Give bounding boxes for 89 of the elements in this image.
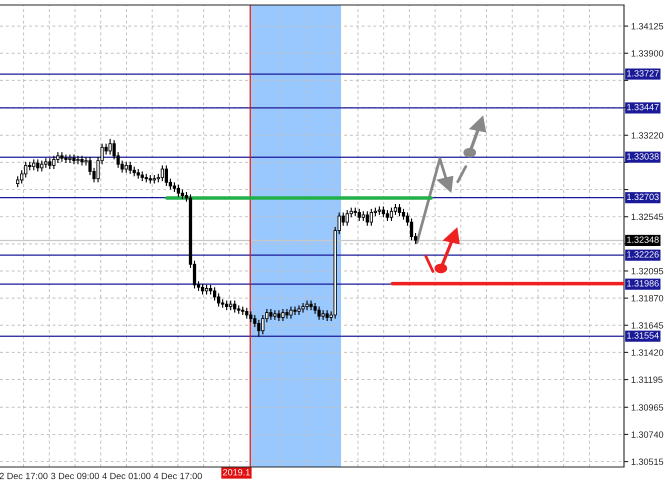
candlestick bbox=[180, 189, 184, 200]
candlestick bbox=[225, 300, 228, 311]
candlestick bbox=[160, 164, 164, 182]
candlestick bbox=[132, 166, 136, 177]
x-tick-label: 4 Dec 17:00 bbox=[154, 472, 202, 480]
candlestick bbox=[289, 306, 293, 320]
candlestick bbox=[253, 314, 256, 328]
candlestick bbox=[370, 208, 373, 226]
y-tick-label: 1.30965 bbox=[632, 404, 664, 411]
y-tick-label: 1.32545 bbox=[632, 214, 664, 220]
ref-line-label: 1.32348 bbox=[627, 236, 659, 243]
candlestick bbox=[229, 300, 232, 311]
ref-line-label: 1.33038 bbox=[627, 153, 659, 160]
candlestick bbox=[269, 308, 272, 320]
candlestick bbox=[273, 310, 277, 320]
candlestick bbox=[382, 206, 386, 218]
candlestick bbox=[261, 314, 264, 335]
ref-line-label: 1.32226 bbox=[627, 251, 659, 258]
candlestick bbox=[241, 306, 244, 316]
y-tick-label: 1.31420 bbox=[632, 349, 664, 356]
candlestick bbox=[36, 158, 40, 172]
candlestick bbox=[28, 161, 32, 171]
candlestick bbox=[301, 302, 305, 314]
ref-line-label: 1.33447 bbox=[627, 104, 659, 110]
ref-line-label: 1.32703 bbox=[627, 194, 659, 200]
y-tick-label: 1.30740 bbox=[632, 431, 664, 438]
candlestick bbox=[72, 154, 76, 165]
candlestick bbox=[313, 302, 317, 314]
candlestick bbox=[297, 304, 301, 316]
y-tick-label: 1.31645 bbox=[632, 322, 664, 329]
candlestick bbox=[212, 286, 216, 302]
candlestick bbox=[277, 310, 281, 322]
candlestick bbox=[124, 161, 128, 174]
candlestick bbox=[317, 306, 321, 320]
y-tick-label: 1.31195 bbox=[632, 376, 663, 383]
candlestick bbox=[398, 203, 402, 217]
candlestick bbox=[200, 283, 204, 296]
x-tick-label: 2 Dec 17:00 bbox=[0, 472, 48, 480]
y-tick-label: 1.32095 bbox=[632, 268, 664, 274]
candlestick bbox=[285, 308, 289, 320]
candlestick bbox=[144, 173, 148, 183]
x-tick-label: 4 Dec 01:00 bbox=[102, 472, 150, 480]
candlestick bbox=[176, 184, 180, 198]
candlestick bbox=[208, 284, 212, 296]
candlestick bbox=[346, 210, 349, 226]
y-tick-label: 1.31870 bbox=[632, 295, 664, 302]
candlestick bbox=[204, 284, 208, 296]
candlestick bbox=[326, 310, 329, 322]
candlestick bbox=[305, 300, 309, 311]
x-tick-label: 3 Dec 09:00 bbox=[51, 472, 100, 480]
ref-line-label: 2019.1 bbox=[223, 469, 250, 476]
y-tick-label: 1.33900 bbox=[632, 50, 664, 57]
y-tick-label: 1.33220 bbox=[632, 132, 664, 139]
candlestick bbox=[390, 207, 394, 222]
candlestick bbox=[32, 158, 36, 171]
ref-line-label: 1.33727 bbox=[627, 70, 659, 77]
candlestick bbox=[366, 210, 369, 226]
candlestick bbox=[60, 152, 64, 162]
candlestick bbox=[321, 310, 325, 320]
candlestick bbox=[217, 292, 220, 308]
candlestick bbox=[394, 203, 398, 216]
ref-line-label: 1.31986 bbox=[627, 280, 659, 287]
candlestick bbox=[40, 160, 44, 172]
y-tick-label: 1.30515 bbox=[632, 458, 664, 465]
candlestick bbox=[48, 158, 52, 170]
candlestick bbox=[402, 208, 406, 220]
candlestick bbox=[44, 158, 48, 168]
candlestick bbox=[140, 170, 144, 182]
candlestick bbox=[281, 308, 285, 322]
candlestick bbox=[237, 304, 240, 314]
candlestick bbox=[164, 164, 168, 186]
candlestick bbox=[136, 168, 140, 180]
candlestick bbox=[88, 156, 92, 176]
candlestick bbox=[128, 161, 132, 174]
candlestick bbox=[362, 210, 365, 222]
candlestick bbox=[309, 300, 313, 311]
candlestick bbox=[358, 208, 361, 222]
candlestick bbox=[354, 207, 357, 217]
candlestick bbox=[410, 218, 414, 241]
candlestick bbox=[249, 310, 252, 323]
candlestick bbox=[80, 155, 84, 166]
candlestick bbox=[257, 319, 260, 338]
candlestick bbox=[52, 155, 56, 170]
candlestick bbox=[172, 182, 176, 193]
candlestick bbox=[108, 138, 112, 156]
ref-line-label: 1.31554 bbox=[627, 332, 659, 339]
candlestick bbox=[233, 300, 236, 314]
candlestick bbox=[245, 307, 248, 320]
y-tick-label: 1.34125 bbox=[632, 23, 664, 30]
